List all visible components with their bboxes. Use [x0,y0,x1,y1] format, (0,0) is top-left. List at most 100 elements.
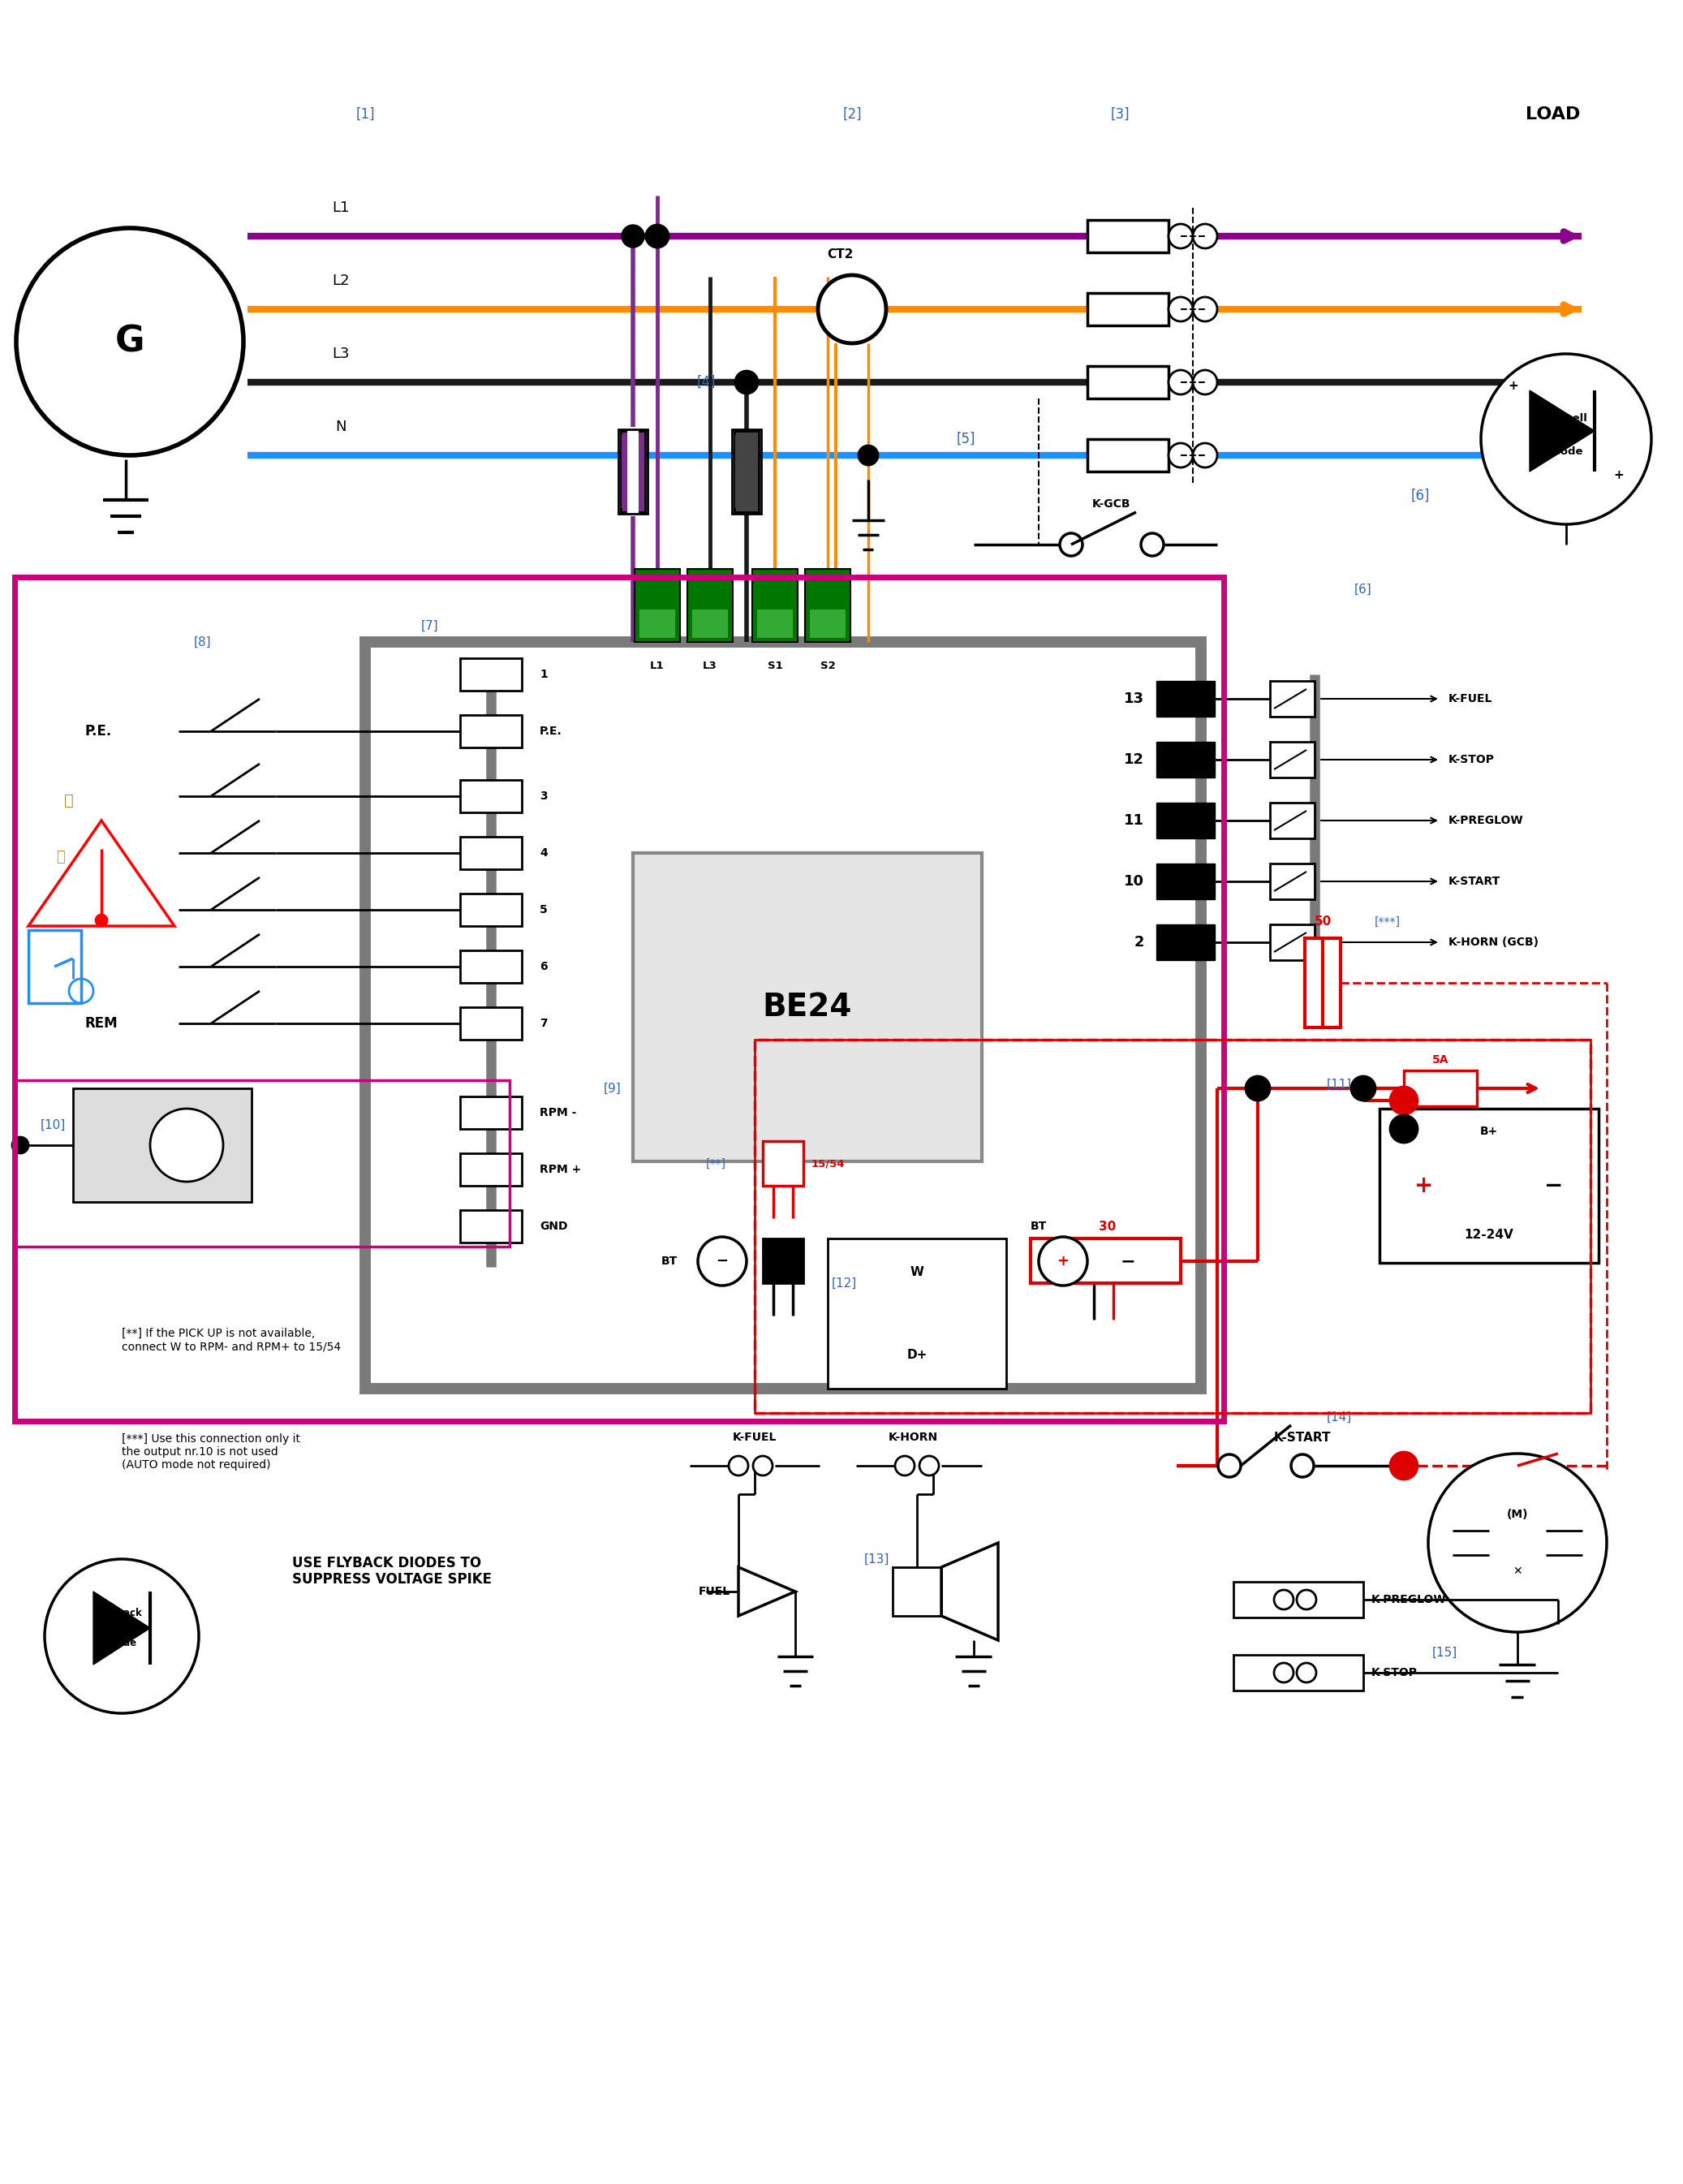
Text: [***] Use this connection only it
the output nr.10 is not used
(AUTO mode not re: [***] Use this connection only it the ou… [121,1433,300,1472]
Circle shape [1218,1455,1240,1476]
Bar [757,609,793,638]
Bar [1234,1655,1363,1690]
Text: G: G [114,323,145,358]
Circle shape [17,227,244,454]
Text: 6: 6 [540,961,547,972]
Text: [12]: [12] [831,1278,857,1289]
Bar [754,1040,1590,1413]
Bar [1030,1238,1181,1284]
Text: 2: 2 [1134,935,1144,950]
Text: B+: B+ [1479,1125,1498,1138]
Bar [1087,439,1168,472]
Text: +: + [1508,380,1518,393]
Circle shape [729,1457,749,1476]
Bar [1304,939,1341,1026]
Circle shape [96,915,108,926]
Text: [2]: [2] [843,107,862,122]
Bar [1156,863,1215,900]
Text: 3: 3 [540,791,547,802]
Circle shape [1168,369,1193,395]
Circle shape [1390,1088,1417,1114]
Text: CT2: CT2 [826,249,853,260]
Text: RPM -: RPM - [540,1107,577,1118]
Circle shape [1193,297,1217,321]
Bar [804,568,850,642]
Text: 12-24V: 12-24V [1464,1227,1513,1241]
Bar [1087,367,1168,397]
Circle shape [1193,225,1217,249]
Circle shape [858,446,879,465]
Text: L1: L1 [650,662,665,673]
Circle shape [919,1457,939,1476]
Bar [634,568,680,642]
Text: L3: L3 [332,347,350,360]
Text: [6]: [6] [1355,583,1372,596]
Text: GND: GND [540,1221,567,1232]
Bar [754,1040,1590,1413]
Bar [459,950,522,983]
Circle shape [1429,1455,1607,1631]
Bar [459,836,522,869]
Circle shape [818,275,887,343]
Bar [762,1140,803,1186]
Bar [892,1568,941,1616]
Text: −: − [715,1254,729,1269]
Circle shape [646,225,668,247]
Text: [5]: [5] [956,432,974,446]
Circle shape [1060,533,1082,557]
Text: 1: 1 [540,668,547,679]
Bar [633,854,981,1162]
Circle shape [735,371,757,393]
Text: BE24: BE24 [762,992,852,1022]
Text: [14]: [14] [1326,1411,1351,1424]
Polygon shape [1530,391,1594,472]
Circle shape [621,225,645,247]
Bar [628,426,638,515]
Bar [734,430,759,511]
Text: K-PREGLOW: K-PREGLOW [1449,815,1523,826]
Text: L3: L3 [703,662,717,673]
Text: 4: 4 [540,847,547,858]
Bar [618,430,648,513]
Circle shape [1168,443,1193,467]
Text: 12: 12 [1124,751,1144,767]
Text: +: + [1057,1254,1069,1269]
Circle shape [752,1457,772,1476]
Bar [752,568,798,642]
Text: [11]: [11] [1326,1079,1351,1090]
Text: K-FUEL: K-FUEL [1449,692,1493,705]
Text: −: − [1545,1175,1564,1197]
Bar [1271,681,1314,716]
Text: RPM +: RPM + [540,1164,581,1175]
Text: +: + [1415,1175,1434,1197]
Text: +: + [1614,470,1624,483]
Text: K-HORN: K-HORN [889,1433,937,1444]
Text: BT: BT [1030,1221,1047,1232]
Bar [459,780,522,812]
Text: [13]: [13] [863,1553,889,1566]
Bar [459,1153,522,1186]
Circle shape [1193,369,1217,395]
Text: [8]: [8] [194,636,212,649]
Bar [459,657,522,690]
Bar [15,1081,510,1247]
Text: [**]: [**] [705,1158,727,1168]
Bar [1404,1070,1478,1107]
Text: W: W [911,1267,924,1278]
Text: L1: L1 [332,201,350,214]
Circle shape [1141,533,1163,557]
Text: K-START: K-START [1274,1431,1331,1444]
Text: [3]: [3] [1111,107,1129,122]
Bar [1380,1109,1599,1262]
Bar [687,568,732,642]
Text: USE FLYBACK DIODES TO
SUPPRESS VOLTAGE SPIKE: USE FLYBACK DIODES TO SUPPRESS VOLTAGE S… [293,1555,491,1588]
Circle shape [1296,1662,1316,1682]
Text: 13: 13 [1124,692,1144,705]
Text: K-STOP: K-STOP [1449,753,1495,764]
Circle shape [1168,225,1193,249]
Circle shape [1274,1662,1294,1682]
Text: 10: 10 [1124,874,1144,889]
Text: S2: S2 [820,662,835,673]
Bar [1271,924,1314,961]
Text: K-FUEL: K-FUEL [732,1433,778,1444]
